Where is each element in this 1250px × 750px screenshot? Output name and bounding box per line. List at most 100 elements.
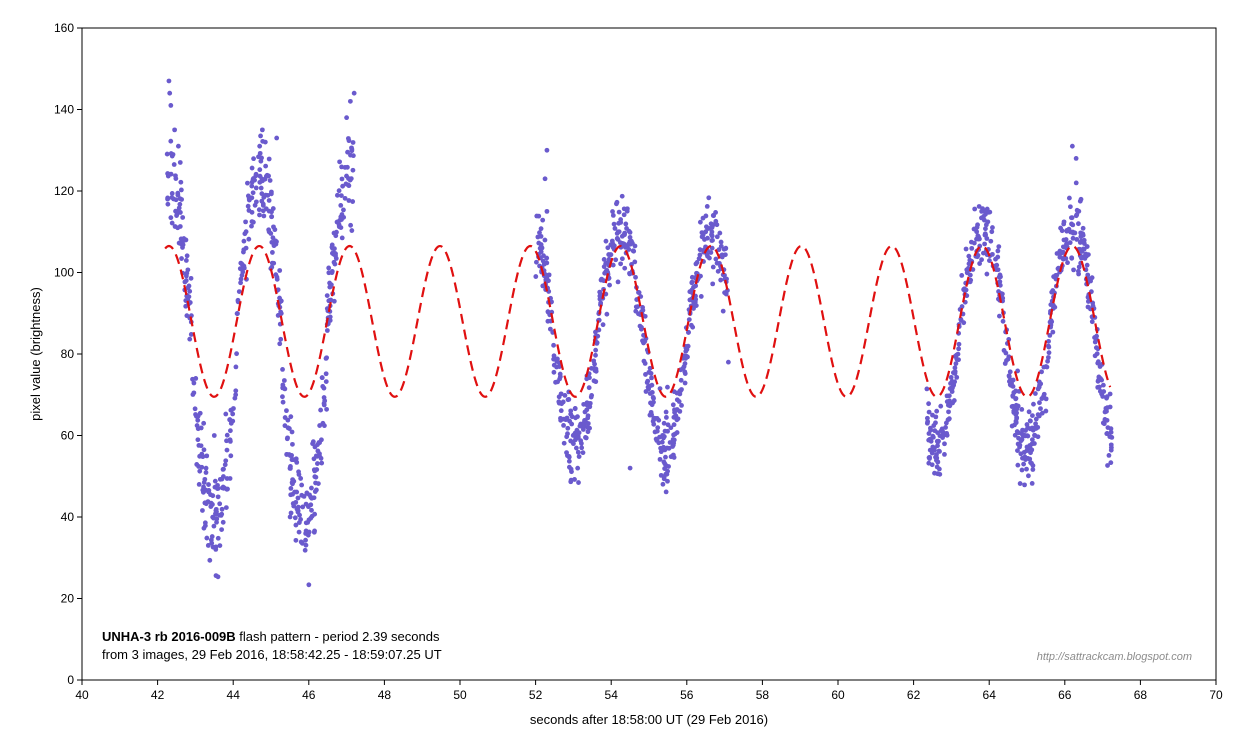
data-point (270, 206, 276, 211)
data-point (1092, 353, 1098, 359)
data-point (1023, 428, 1028, 433)
data-point (1010, 383, 1016, 389)
data-point (1045, 355, 1051, 360)
data-point (618, 261, 624, 267)
data-point (1084, 262, 1090, 268)
data-point (1028, 418, 1033, 424)
data-point (1047, 333, 1053, 338)
data-point (1083, 251, 1089, 257)
y-tick-label: 160 (54, 21, 74, 35)
data-point (972, 206, 978, 212)
data-point (329, 268, 335, 274)
data-point (345, 182, 351, 188)
data-point (577, 423, 583, 429)
data-point (568, 466, 574, 472)
data-point (333, 253, 338, 259)
data-point (312, 511, 318, 517)
data-point (257, 167, 263, 173)
data-point (318, 407, 324, 413)
data-point (278, 309, 284, 315)
data-point (1068, 215, 1074, 221)
data-point (192, 406, 198, 412)
data-point (220, 519, 226, 525)
data-point (249, 183, 255, 189)
data-point (179, 256, 184, 261)
x-tick-label: 56 (680, 688, 694, 702)
data-point (209, 534, 215, 539)
data-point (200, 454, 206, 460)
data-point (169, 153, 175, 159)
data-point (718, 239, 724, 245)
data-point (1012, 432, 1018, 438)
data-point (943, 420, 949, 426)
data-point (261, 213, 267, 219)
data-point (580, 427, 586, 432)
data-point (585, 421, 591, 426)
data-point (1073, 156, 1079, 161)
data-point (327, 297, 333, 303)
data-point (536, 240, 542, 246)
data-point (269, 214, 275, 219)
data-point (1013, 418, 1019, 424)
data-point (1029, 480, 1035, 486)
data-point (1080, 225, 1086, 231)
data-point (258, 158, 264, 164)
data-point (175, 225, 181, 231)
data-point (633, 304, 639, 310)
data-point (686, 330, 691, 335)
data-point (345, 149, 350, 155)
data-point (296, 520, 302, 525)
data-point (567, 418, 573, 424)
data-point (663, 454, 668, 460)
x-axis-title: seconds after 18:58:00 UT (29 Feb 2016) (530, 712, 768, 727)
data-point (542, 176, 548, 182)
caption-line-1-rest: flash pattern - period 2.39 seconds (236, 629, 440, 644)
data-point (662, 428, 668, 434)
data-point (184, 270, 190, 276)
data-point (545, 318, 551, 324)
data-point (1007, 369, 1013, 375)
data-point (323, 371, 329, 377)
data-point (1006, 373, 1012, 379)
data-point (551, 362, 557, 368)
y-axis-title: pixel value (brightness) (28, 287, 43, 421)
data-point (936, 448, 942, 454)
data-point (663, 409, 669, 415)
data-point (230, 411, 236, 417)
data-point (183, 237, 189, 243)
data-point (723, 245, 729, 251)
data-point (1070, 235, 1076, 241)
data-point (1036, 379, 1042, 385)
data-point (169, 191, 175, 196)
data-point (585, 425, 591, 430)
data-point (539, 245, 545, 251)
data-point (203, 465, 209, 471)
data-point (245, 180, 250, 186)
data-point (673, 413, 679, 419)
data-point (623, 221, 629, 227)
data-point (538, 226, 544, 232)
data-point (168, 138, 174, 144)
data-point (534, 213, 540, 219)
data-point (649, 390, 655, 395)
data-point (547, 326, 553, 332)
data-point (560, 399, 566, 405)
data-point (710, 264, 716, 270)
data-point (1070, 229, 1076, 235)
data-point (966, 261, 972, 267)
data-point (619, 256, 625, 262)
data-point (935, 459, 941, 465)
data-point (204, 453, 210, 459)
data-point (1032, 425, 1038, 431)
data-point (178, 187, 184, 193)
data-point (288, 492, 294, 498)
data-point (258, 133, 263, 139)
data-point (647, 365, 653, 371)
data-point (274, 274, 280, 280)
data-point (1093, 345, 1099, 351)
data-point (636, 290, 642, 295)
data-point (227, 417, 233, 423)
data-point (551, 369, 557, 375)
data-point (200, 508, 205, 513)
object-name: UNHA-3 rb 2016-009B (102, 629, 236, 644)
